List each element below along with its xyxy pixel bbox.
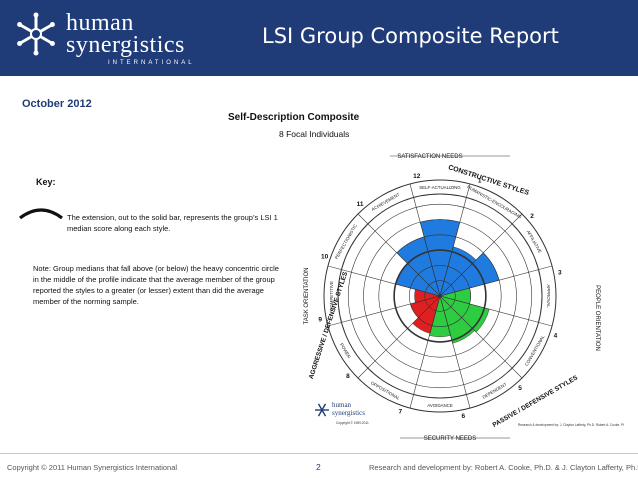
participant-count: 8 Focal Individuals [279,129,350,139]
logo-text-human: human [66,10,134,36]
grid-circle [363,219,517,373]
mini-logo-ray [317,403,323,411]
segment-number-4: 4 [554,333,558,340]
segment-number-9: 9 [318,316,322,323]
segment-number-12: 12 [413,173,421,180]
outer-label-task: TASK ORIENTATION [304,267,310,324]
chart-credit: Research & development by: J. Clayton La… [518,423,624,427]
key-label: Key: [36,177,56,187]
segment-number-10: 10 [321,253,329,260]
grid-radial [327,265,441,297]
mini-logo-text-2: synergistics [332,409,365,417]
segment-label-9: COMPETITIVE [329,281,334,311]
logo-text-international: INTERNATIONAL [108,60,195,66]
report-date: October 2012 [22,98,92,110]
header-bar: human synergistics INTERNATIONAL LSI Gro… [0,0,638,76]
grid-radial [439,213,523,297]
outer-label-people: PEOPLE ORIENTATION [594,285,600,351]
grid-radial [409,183,441,297]
segment-label-3: APPROVAL [546,284,551,308]
key-bar-icon [19,208,63,220]
grid-circle [393,249,487,343]
segment-number-5: 5 [518,385,522,392]
grid-radial [439,183,471,297]
mini-logo-copyright: Copyright © 1989-2011 [336,421,369,425]
outer-label-security: SECURITY NEEDS [424,436,477,442]
outer-label-satisfaction: SATISFACTION NEEDS [397,154,462,160]
grid-radial [439,295,471,409]
segment-number-3: 3 [558,270,562,277]
grid-circle [409,265,471,327]
segment-number-8: 8 [346,373,350,380]
page-number: 2 [316,462,321,472]
segment-number-6: 6 [461,413,465,420]
page-title: LSI Group Composite Report [262,24,559,48]
report-subtitle: Self-Description Composite [228,112,360,123]
grid-circle [378,234,502,358]
footer-credit: Research and development by: Robert A. C… [369,463,638,472]
grid-radial [357,295,441,379]
mini-logo-ray [317,409,323,417]
mini-logo-text-1: human [332,401,352,409]
grid-radial [357,213,441,297]
segment-number-7: 7 [398,408,402,415]
outer-label-constructive: CONSTRUCTIVE STYLES [447,164,530,197]
segment-number-2: 2 [530,213,534,220]
snowflake-logo-icon [17,12,55,56]
grid-radial [409,295,441,409]
grid-radial [439,265,553,297]
segment-number-1: 1 [478,178,482,185]
outer-ring [323,179,557,413]
grid-radial [327,295,441,327]
grid-radial [439,295,523,379]
segment-label-6: AVOIDANCE [427,403,453,408]
mini-logo-ray [321,409,327,417]
key-description: The extension, out to the solid bar, rep… [67,213,278,233]
mini-logo-ray [321,403,327,411]
grid-radial [439,295,553,327]
grid-circle [347,203,533,389]
segment-label-12: SELF-ACTUALIZING [419,185,461,190]
footer-copyright: Copyright © 2011 Human Synergistics Inte… [7,463,178,472]
footer-divider [0,453,638,454]
segment-number-11: 11 [357,201,364,208]
grid-circle [424,280,456,312]
key-note: Note: Group medians that fall above (or … [33,264,279,306]
logo-text-synergistics: synergistics [66,32,185,58]
company-logo: human synergistics INTERNATIONAL [14,10,204,70]
